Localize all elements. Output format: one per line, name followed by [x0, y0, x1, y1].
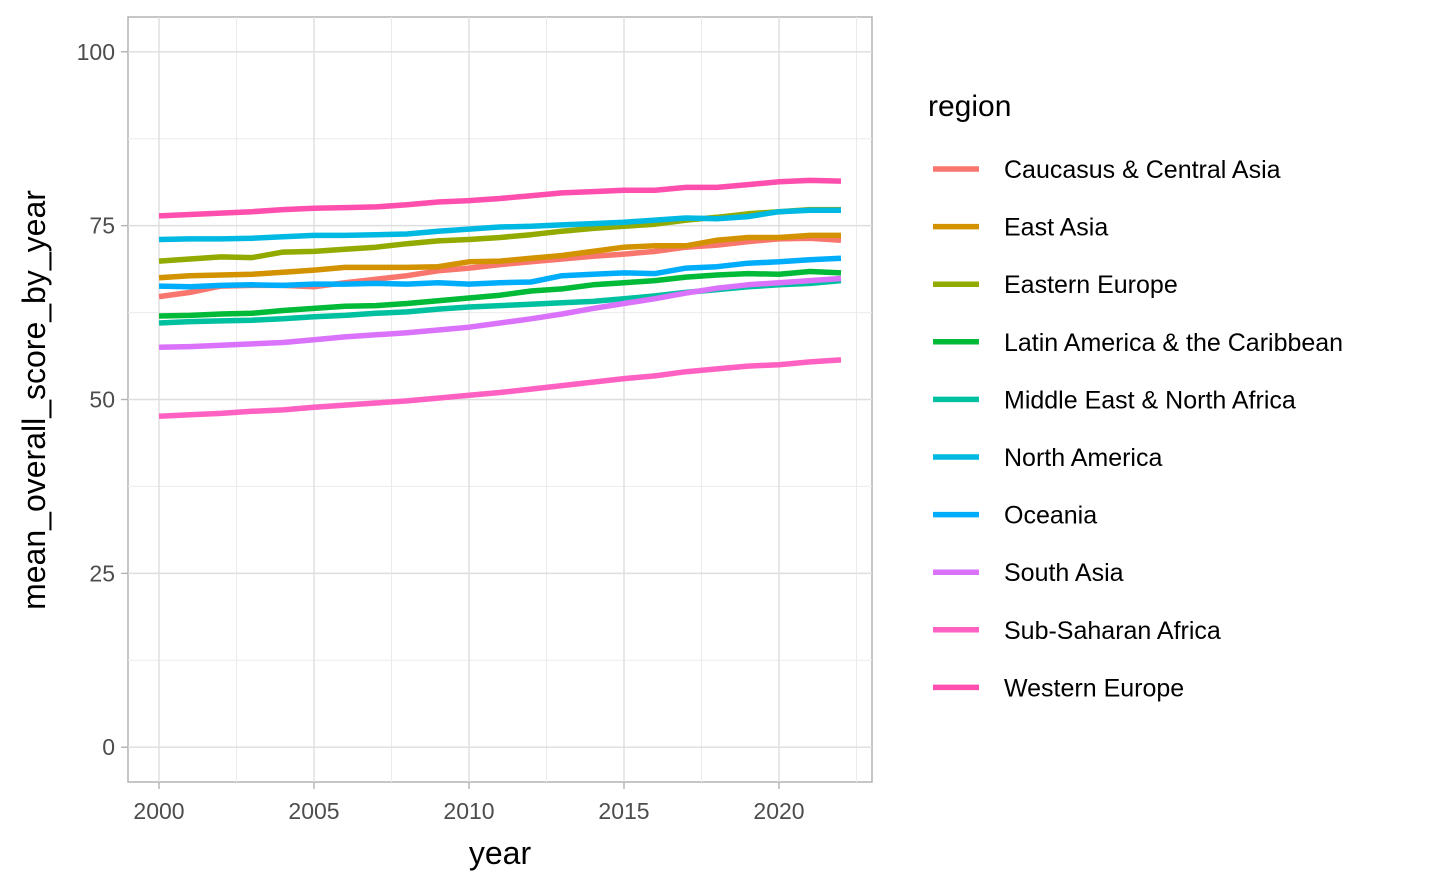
legend-item: Latin America & the Caribbean — [933, 329, 1343, 357]
legend-item: Western Europe — [933, 674, 1184, 702]
y-tick-label: 75 — [89, 213, 115, 239]
legend-item: North America — [933, 444, 1162, 472]
legend-label: Eastern Europe — [1004, 271, 1178, 299]
series-line — [158, 275, 842, 351]
series-line — [158, 232, 841, 281]
series-line — [158, 207, 841, 243]
legend-item: Caucasus & Central Asia — [933, 156, 1281, 184]
legend-label: Oceania — [1004, 502, 1097, 530]
series-line — [158, 268, 842, 319]
x-tick-label: 2005 — [288, 798, 339, 824]
y-axis-ticks: 0 25 50 75 100 — [77, 39, 128, 760]
x-tick-label: 2015 — [598, 798, 649, 824]
x-tick-label: 2020 — [753, 798, 804, 824]
legend-label: Caucasus & Central Asia — [1004, 156, 1281, 184]
y-tick-label: 0 — [102, 734, 115, 760]
series-lines — [158, 177, 842, 419]
legend-label: Latin America & the Caribbean — [1004, 329, 1343, 357]
legend-item: Eastern Europe — [933, 271, 1178, 299]
legend-label: Sub-Saharan Africa — [1004, 617, 1221, 645]
y-tick-label: 25 — [89, 560, 115, 586]
legend-item: Oceania — [933, 502, 1097, 530]
x-axis-title: year — [469, 835, 532, 871]
legend-item: East Asia — [933, 214, 1108, 242]
legend-label: Middle East & North Africa — [1004, 386, 1296, 414]
legend-label: South Asia — [1004, 559, 1124, 587]
legend-item: South Asia — [933, 559, 1124, 587]
y-tick-label: 100 — [77, 39, 115, 65]
series-line — [158, 357, 842, 419]
legend-label: East Asia — [1004, 214, 1108, 242]
series-line — [158, 255, 842, 290]
legend-title: region — [928, 90, 1011, 123]
legend-item: Sub-Saharan Africa — [933, 617, 1221, 645]
x-axis-ticks: 2000 2005 2010 2015 2020 — [133, 782, 805, 824]
legend: region Caucasus & Central Asia East Asia E… — [928, 90, 1343, 702]
y-axis-title: mean_overall_score_by_year — [16, 190, 52, 610]
legend-label: Western Europe — [1004, 674, 1184, 702]
x-tick-label: 2000 — [133, 798, 184, 824]
y-tick-label: 50 — [89, 387, 115, 413]
legend-item: Middle East & North Africa — [933, 386, 1296, 414]
series-line — [158, 177, 842, 219]
x-tick-label: 2010 — [443, 798, 494, 824]
legend-label: North America — [1004, 444, 1162, 472]
